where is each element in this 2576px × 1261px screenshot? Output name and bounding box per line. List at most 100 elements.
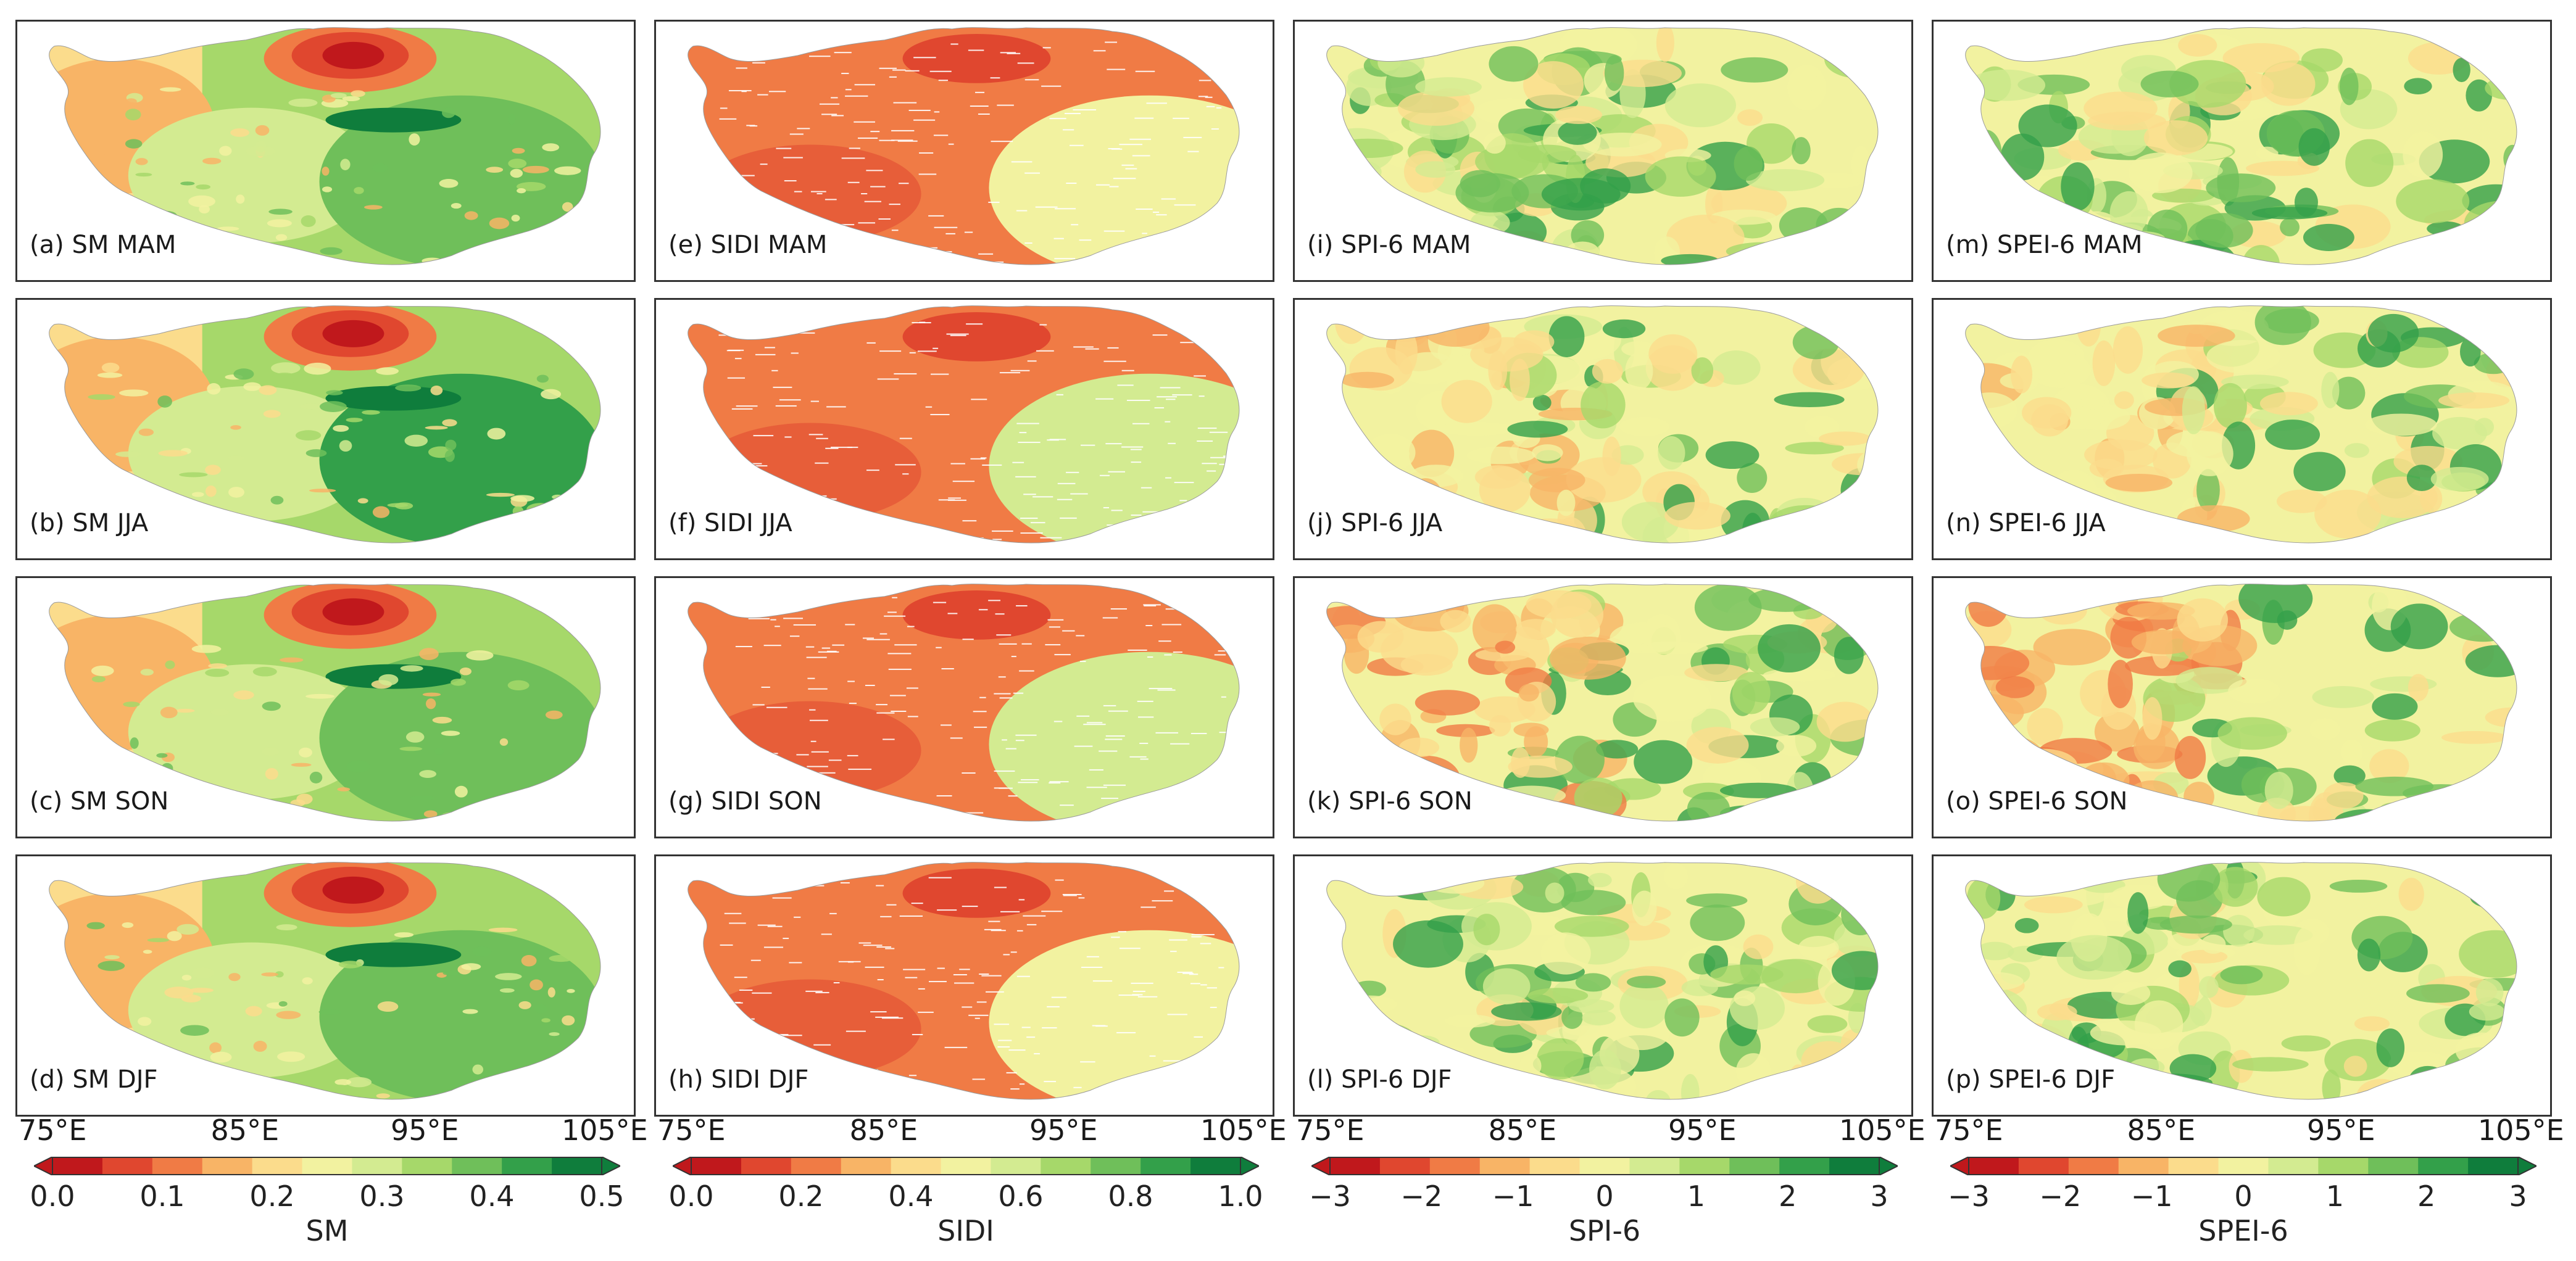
map-panel-sidi-3: (g) SIDI SON: [654, 576, 1274, 838]
map-panel-sidi-2: (f) SIDI JJA: [654, 298, 1274, 560]
plateau-map: [49, 584, 601, 822]
colorbar-segment: [552, 1157, 602, 1175]
colorbar-segment: [691, 1157, 742, 1175]
colorbar-segment: [791, 1157, 842, 1175]
colorbar-tick-label: 0.2: [778, 1180, 824, 1213]
colorbar-segment: [2218, 1157, 2269, 1175]
colorbar-tick-label: −1: [1492, 1180, 1534, 1213]
colorbar-segment: [2368, 1157, 2419, 1175]
plateau-map: [1965, 305, 2517, 544]
colorbar-max-extend: [1879, 1157, 1898, 1175]
colorbar-tick-label: 1: [2325, 1180, 2344, 1213]
colorbar-segment: [1479, 1157, 1531, 1175]
colorbar-tick-label: 0.8: [1108, 1180, 1153, 1213]
colorbar-min-extend: [34, 1157, 53, 1175]
longitude-tick-label: 85°E: [1488, 1114, 1557, 1147]
colorbar-tick-label: 0.0: [30, 1180, 75, 1213]
plateau-map: [1965, 862, 2517, 1100]
colorbar-segment: [2018, 1157, 2069, 1175]
colorbar-min-extend: [1311, 1157, 1331, 1175]
map-panel-sm-2: (b) SM JJA: [15, 298, 636, 560]
plateau-map: [1326, 27, 1879, 265]
colorbar-segment: [2068, 1157, 2119, 1175]
map-panel-sidi-1: (e) SIDI MAM: [654, 20, 1274, 282]
colorbar-segment: [1529, 1157, 1581, 1175]
colorbar-segment: [1679, 1157, 1730, 1175]
plateau-map: [1326, 305, 1879, 544]
longitude-tick-label: 95°E: [2306, 1114, 2375, 1147]
colorbar-tick-label: −2: [1400, 1180, 1443, 1213]
colorbar-segment: [1091, 1157, 1141, 1175]
map-panel-spei6-2: (n) SPEI-6 JJA: [1932, 298, 2552, 560]
colorbar-segment: [152, 1157, 203, 1175]
panel-label: (m) SPEI-6 MAM: [1946, 231, 2143, 259]
colorbar-spei6: [1950, 1157, 2537, 1175]
colorbar-tick-label: 3: [1870, 1180, 1888, 1213]
colorbar-tick-label: 0.3: [359, 1180, 405, 1213]
colorbar-segment: [941, 1157, 991, 1175]
colorbar-tick-label: 0.4: [469, 1180, 515, 1213]
longitude-tick-label: 75°E: [657, 1114, 726, 1147]
colorbar-segment: [402, 1157, 452, 1175]
colorbar-title: SIDI: [937, 1214, 994, 1247]
panel-label: (l) SPI-6 DJF: [1307, 1065, 1452, 1094]
longitude-tick-label: 75°E: [1295, 1114, 1365, 1147]
colorbar-max-extend: [601, 1157, 620, 1175]
colorbar-tick-label: 0.0: [668, 1180, 714, 1213]
colorbar-tick-label: 2: [2417, 1180, 2436, 1213]
colorbar-segment: [102, 1157, 153, 1175]
plateau-map: [688, 862, 1240, 1100]
map-panel-spei6-3: (o) SPEI-6 SON: [1932, 576, 2552, 838]
colorbar-min-extend: [1950, 1157, 1969, 1175]
plateau-map: [49, 27, 601, 265]
colorbar-tick-label: 0.4: [888, 1180, 934, 1213]
colorbar-segment: [2468, 1157, 2519, 1175]
panel-label: (f) SIDI JJA: [668, 509, 792, 537]
map-panel-spi6-4: (l) SPI-6 DJF: [1293, 854, 1913, 1117]
colorbar-segment: [1429, 1157, 1481, 1175]
colorbar-tick-label: 0.5: [579, 1180, 625, 1213]
colorbar-min-extend: [673, 1157, 692, 1175]
map-panel-sm-4: (d) SM DJF: [15, 854, 636, 1117]
map-panel-spei6-1: (m) SPEI-6 MAM: [1932, 20, 2552, 282]
panel-label: (d) SM DJF: [30, 1065, 158, 1094]
colorbar-segment: [1729, 1157, 1780, 1175]
longitude-tick-label: 85°E: [210, 1114, 280, 1147]
colorbar-title: SM: [305, 1214, 349, 1247]
colorbar-segment: [1141, 1157, 1191, 1175]
colorbar-max-extend: [1240, 1157, 1259, 1175]
colorbar-segment: [2118, 1157, 2169, 1175]
colorbar-sidi: [673, 1157, 1259, 1175]
map-panel-spi6-1: (i) SPI-6 MAM: [1293, 20, 1913, 282]
colorbar-segment: [1629, 1157, 1680, 1175]
plateau-map: [688, 305, 1240, 544]
plateau-map: [49, 862, 601, 1100]
colorbar-segment: [1579, 1157, 1630, 1175]
panel-label: (k) SPI-6 SON: [1307, 787, 1473, 816]
map-panel-sidi-4: (h) SIDI DJF: [654, 854, 1274, 1117]
colorbar-tick-label: 1.0: [1218, 1180, 1263, 1213]
colorbar-tick-label: 1: [1687, 1180, 1705, 1213]
colorbar-segment: [841, 1157, 892, 1175]
colorbar-segment: [2318, 1157, 2369, 1175]
panel-label: (g) SIDI SON: [668, 787, 822, 816]
panel-label: (b) SM JJA: [30, 509, 149, 537]
plateau-map: [688, 27, 1240, 265]
map-panel-sm-1: (a) SM MAM: [15, 20, 636, 282]
longitude-tick-label: 95°E: [1029, 1114, 1098, 1147]
colorbar-segment: [202, 1157, 253, 1175]
colorbar-segment: [1379, 1157, 1431, 1175]
colorbar-tick-label: 0.1: [139, 1180, 185, 1213]
colorbar-segment: [502, 1157, 552, 1175]
colorbar-segment: [1969, 1157, 2019, 1175]
panel-label: (n) SPEI-6 JJA: [1946, 509, 2106, 537]
map-panel-spi6-2: (j) SPI-6 JJA: [1293, 298, 1913, 560]
colorbar-tick-label: 0: [1595, 1180, 1614, 1213]
longitude-tick-label: 95°E: [1668, 1114, 1737, 1147]
colorbar-sm: [34, 1157, 620, 1175]
panel-label: (c) SM SON: [30, 787, 169, 816]
colorbar-tick-label: 2: [1779, 1180, 1797, 1213]
longitude-tick-label: 105°E: [2477, 1114, 2564, 1147]
panel-label: (e) SIDI MAM: [668, 231, 828, 259]
colorbar-segment: [741, 1157, 792, 1175]
